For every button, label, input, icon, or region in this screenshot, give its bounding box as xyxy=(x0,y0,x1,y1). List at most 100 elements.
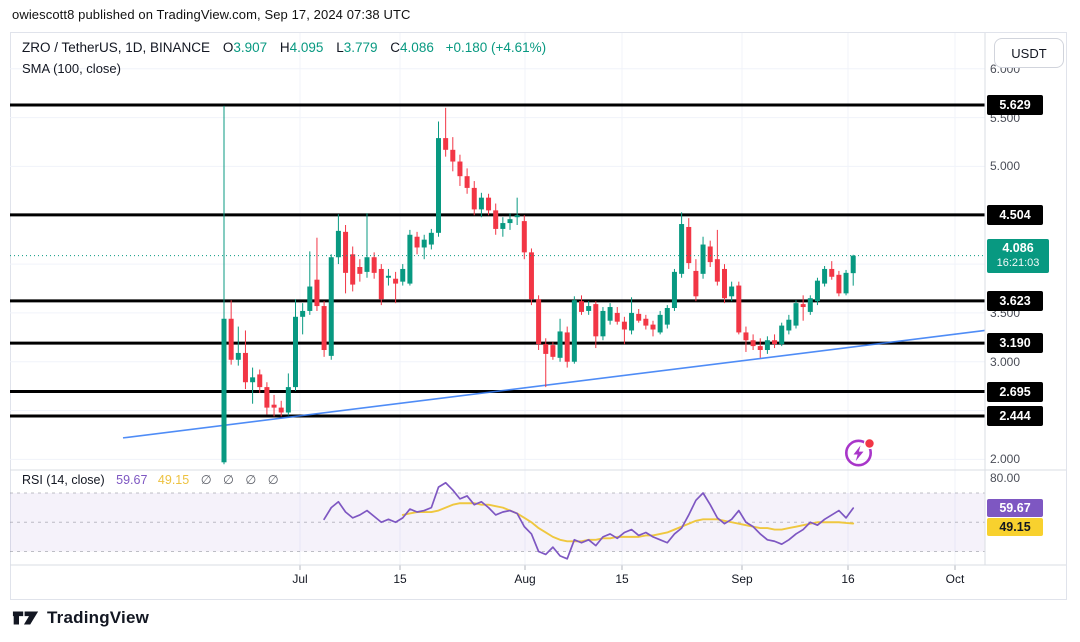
candle-body xyxy=(600,310,606,337)
rsi-value-badge: 49.15 xyxy=(987,518,1043,537)
price-level-badge: 4.504 xyxy=(987,204,1043,225)
candle-body xyxy=(536,299,542,345)
candle-body xyxy=(807,298,813,312)
rsi-indicator-legend[interactable]: RSI (14, close) 59.67 49.15 ∅ ∅ ∅ ∅ xyxy=(22,472,283,487)
attribution-text: owiescott8 published on TradingView.com,… xyxy=(12,7,411,22)
candle-body xyxy=(493,210,499,229)
candle-body xyxy=(450,149,456,162)
rsi-ma-value: 49.15 xyxy=(157,473,190,487)
candle-body xyxy=(850,255,856,274)
candle-body xyxy=(221,318,227,463)
ohlc-high-value: 4.095 xyxy=(289,40,324,55)
candle-body xyxy=(557,331,563,358)
price-level-badge: 5.629 xyxy=(987,95,1043,115)
bar-countdown: 16:21:03 xyxy=(996,256,1040,269)
candle-body xyxy=(793,303,799,326)
candle-body xyxy=(586,306,592,311)
candle-body xyxy=(764,340,770,351)
price-level-badge: 2.695 xyxy=(987,381,1043,402)
candle-body xyxy=(514,215,520,218)
price-scale-tick: 3.000 xyxy=(990,354,1021,369)
candle-body xyxy=(457,161,463,177)
candle-body xyxy=(321,306,327,351)
candle-body xyxy=(822,268,828,284)
symbol-title[interactable]: ZRO / TetherUS, 1D, BINANCE xyxy=(22,40,211,55)
candle-body xyxy=(779,325,785,345)
time-axis[interactable] xyxy=(10,566,1066,599)
candle-body xyxy=(235,352,241,360)
candle-body xyxy=(250,377,256,383)
time-axis-label: Aug xyxy=(514,572,536,586)
candle-body xyxy=(671,271,677,309)
candle-body xyxy=(800,304,806,308)
candle-body xyxy=(607,307,613,321)
candle-body xyxy=(264,387,270,408)
tradingview-logo-icon xyxy=(12,611,39,625)
trendline xyxy=(122,329,986,439)
candle-body xyxy=(464,176,470,188)
candle-body xyxy=(750,340,756,347)
tradingview-logo-link[interactable]: TradingView xyxy=(12,607,149,629)
ohlc-low-label: L xyxy=(336,40,344,55)
candle-body xyxy=(428,232,434,245)
candle-body xyxy=(285,387,291,413)
candle-body xyxy=(421,239,427,248)
candle-body xyxy=(743,332,749,341)
ohlc-open-value: 3.907 xyxy=(233,40,268,55)
candle-body xyxy=(564,332,570,362)
candle-body xyxy=(693,270,699,297)
rsi-line xyxy=(323,481,855,560)
candle-body xyxy=(328,257,334,356)
candle-body xyxy=(393,278,399,284)
symbol-legend: ZRO / TetherUS, 1D, BINANCE O3.907 H4.09… xyxy=(22,40,546,55)
candle-body xyxy=(621,321,627,330)
candle-body xyxy=(507,219,513,224)
candle-body xyxy=(650,324,656,330)
candle-body xyxy=(829,268,835,277)
lightning-events-icon[interactable] xyxy=(843,436,879,470)
candle-body xyxy=(843,272,849,294)
time-axis-label: 16 xyxy=(841,572,855,586)
current-price-badge: 4.086 16:21:03 xyxy=(987,238,1049,273)
time-axis-label: Jul xyxy=(292,572,308,586)
candle-body xyxy=(629,312,635,331)
candle-body xyxy=(443,138,449,150)
candle-body xyxy=(278,407,284,413)
time-axis-label: 15 xyxy=(615,572,629,586)
candle-body xyxy=(364,257,370,272)
candle-body xyxy=(593,304,599,337)
candle-body xyxy=(643,318,649,326)
ohlc-high-label: H xyxy=(279,40,290,55)
change-value: +0.180 (+4.61%) xyxy=(445,40,547,55)
candle-body xyxy=(736,285,742,333)
ohlc-low-value: 3.779 xyxy=(343,40,378,55)
price-level-badge: 3.190 xyxy=(987,333,1043,354)
candle-body xyxy=(664,308,670,325)
candle-body xyxy=(242,352,248,383)
candle-body xyxy=(293,316,298,388)
candle-body xyxy=(772,340,778,345)
candle-body xyxy=(836,274,842,294)
candle-body xyxy=(307,286,313,311)
sma-indicator-legend[interactable]: SMA (100, close) xyxy=(22,61,121,76)
price-scale-tick: 5.000 xyxy=(990,159,1021,174)
candle-body xyxy=(814,280,820,302)
candle-body xyxy=(471,187,477,210)
candle-body xyxy=(757,346,763,351)
candle-body xyxy=(579,301,584,312)
candle-body xyxy=(300,310,306,317)
rsi-value: 59.67 xyxy=(116,473,148,487)
candle-body xyxy=(350,254,356,285)
candle-body xyxy=(722,268,727,299)
candle-body xyxy=(521,221,527,253)
candle-body xyxy=(486,197,492,211)
candle-body xyxy=(700,244,706,274)
candle-body xyxy=(400,268,406,282)
candle-body xyxy=(357,267,363,274)
candle-body xyxy=(271,404,277,408)
ohlc-close-value: 4.086 xyxy=(400,40,434,55)
candle-body xyxy=(257,374,263,388)
events-circle xyxy=(845,439,872,467)
currency-toggle-button[interactable]: USDT xyxy=(994,38,1064,68)
